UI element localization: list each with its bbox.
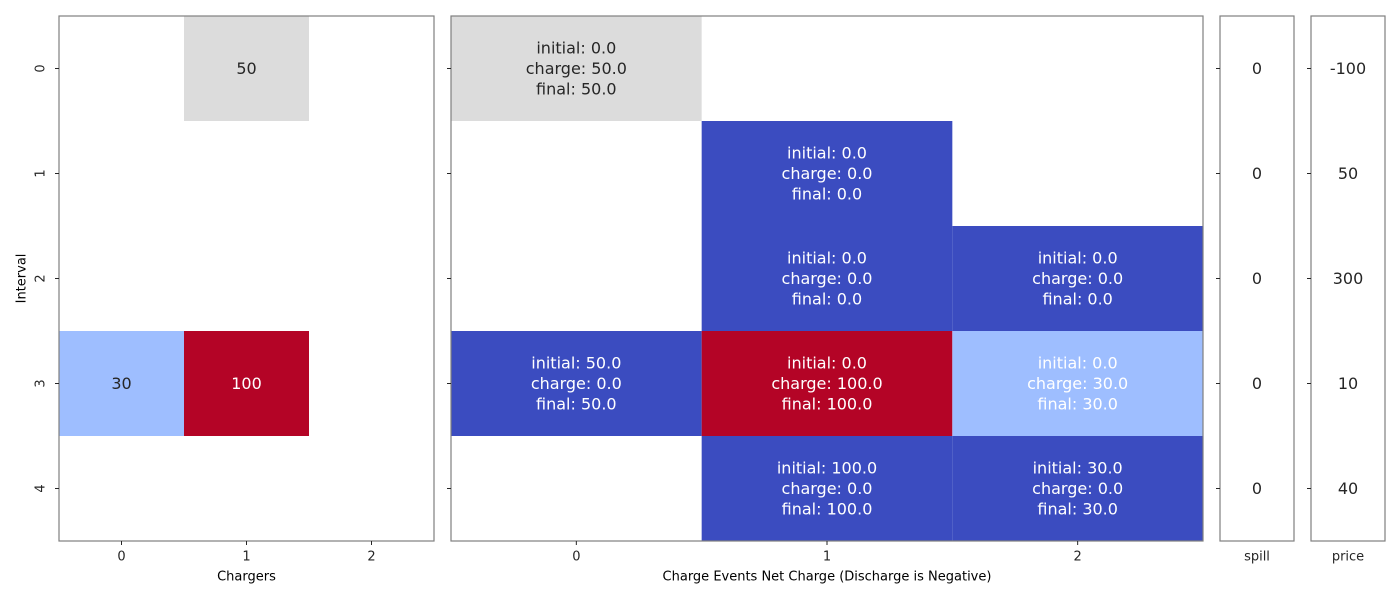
cell-annotation-line: initial: 0.0 bbox=[787, 144, 867, 163]
cell-value-label: 100 bbox=[231, 374, 262, 393]
heatmap-cell bbox=[59, 331, 184, 436]
cell-annotation-line: initial: 50.0 bbox=[531, 354, 621, 373]
spill-value: 0 bbox=[1252, 164, 1262, 183]
x-tick-label: 0 bbox=[572, 550, 580, 565]
cell-value-label: 30 bbox=[111, 374, 131, 393]
spill-value: 0 bbox=[1252, 374, 1262, 393]
cell-annotation-line: initial: 0.0 bbox=[536, 39, 616, 58]
x-axis-label: Chargers bbox=[217, 570, 276, 585]
heatmap-cell bbox=[184, 16, 309, 121]
x-tick-label: 2 bbox=[367, 550, 375, 565]
cell-annotation-line: final: 50.0 bbox=[536, 80, 617, 99]
price-value: 10 bbox=[1338, 374, 1358, 393]
cell-annotation-line: charge: 0.0 bbox=[1032, 479, 1123, 498]
y-tick-label: 3 bbox=[34, 379, 49, 387]
cell-annotation-line: charge: 30.0 bbox=[1027, 374, 1128, 393]
heatmap-cell bbox=[184, 331, 309, 436]
heatmap-cell bbox=[952, 436, 1203, 541]
x-tick-label: 1 bbox=[242, 550, 250, 565]
price-value: -100 bbox=[1330, 59, 1366, 78]
spill-value: 0 bbox=[1252, 59, 1262, 78]
cell-annotation-line: initial: 0.0 bbox=[787, 354, 867, 373]
cell-annotation-line: charge: 0.0 bbox=[782, 479, 873, 498]
price-value: 300 bbox=[1333, 269, 1364, 288]
cell-annotation-line: final: 100.0 bbox=[782, 500, 873, 519]
cell-annotation-line: initial: 30.0 bbox=[1033, 459, 1123, 478]
cell-annotation-line: final: 50.0 bbox=[536, 395, 617, 414]
cell-annotation-line: charge: 0.0 bbox=[1032, 269, 1123, 288]
y-tick-label: 1 bbox=[34, 169, 49, 177]
y-tick-label: 2 bbox=[34, 274, 49, 282]
cell-value-label: 50 bbox=[236, 59, 256, 78]
heatmap-cell bbox=[701, 226, 953, 331]
cell-annotation-line: charge: 100.0 bbox=[771, 374, 882, 393]
heatmap-cell bbox=[451, 331, 702, 436]
cell-annotation-line: initial: 0.0 bbox=[787, 249, 867, 268]
spill-column-label: spill bbox=[1244, 550, 1270, 565]
cell-annotation-line: final: 100.0 bbox=[782, 395, 873, 414]
heatmap-cell bbox=[701, 436, 953, 541]
heatmap-cell bbox=[701, 331, 953, 436]
heatmap-cell bbox=[451, 16, 702, 121]
cell-annotation-line: charge: 0.0 bbox=[782, 269, 873, 288]
heatmap-cell bbox=[952, 331, 1203, 436]
x-axis-label: Charge Events Net Charge (Discharge is N… bbox=[663, 570, 992, 585]
cell-annotation-line: initial: 0.0 bbox=[1038, 249, 1118, 268]
price-column-label: price bbox=[1332, 550, 1364, 565]
cell-annotation-line: final: 30.0 bbox=[1037, 500, 1118, 519]
spill-value: 0 bbox=[1252, 479, 1262, 498]
spill-value: 0 bbox=[1252, 269, 1262, 288]
heatmap-cell bbox=[952, 226, 1203, 331]
cell-annotation-line: initial: 0.0 bbox=[1038, 354, 1118, 373]
cell-annotation-line: initial: 100.0 bbox=[777, 459, 877, 478]
x-tick-label: 1 bbox=[823, 550, 831, 565]
y-tick-label: 0 bbox=[34, 64, 49, 72]
x-tick-label: 0 bbox=[117, 550, 125, 565]
heatmap-cell bbox=[701, 121, 953, 226]
cell-annotation-line: final: 0.0 bbox=[792, 185, 862, 204]
x-tick-label: 2 bbox=[1074, 550, 1082, 565]
y-tick-label: 4 bbox=[34, 484, 49, 492]
cell-annotation-line: charge: 50.0 bbox=[526, 59, 627, 78]
y-axis-label: Interval bbox=[15, 254, 30, 304]
cell-annotation-line: charge: 0.0 bbox=[531, 374, 622, 393]
price-value: 40 bbox=[1338, 479, 1358, 498]
cell-annotation-line: charge: 0.0 bbox=[782, 164, 873, 183]
cell-annotation-line: final: 0.0 bbox=[1042, 290, 1112, 309]
cell-annotation-line: final: 0.0 bbox=[792, 290, 862, 309]
price-value: 50 bbox=[1338, 164, 1358, 183]
cell-annotation-line: final: 30.0 bbox=[1037, 395, 1118, 414]
